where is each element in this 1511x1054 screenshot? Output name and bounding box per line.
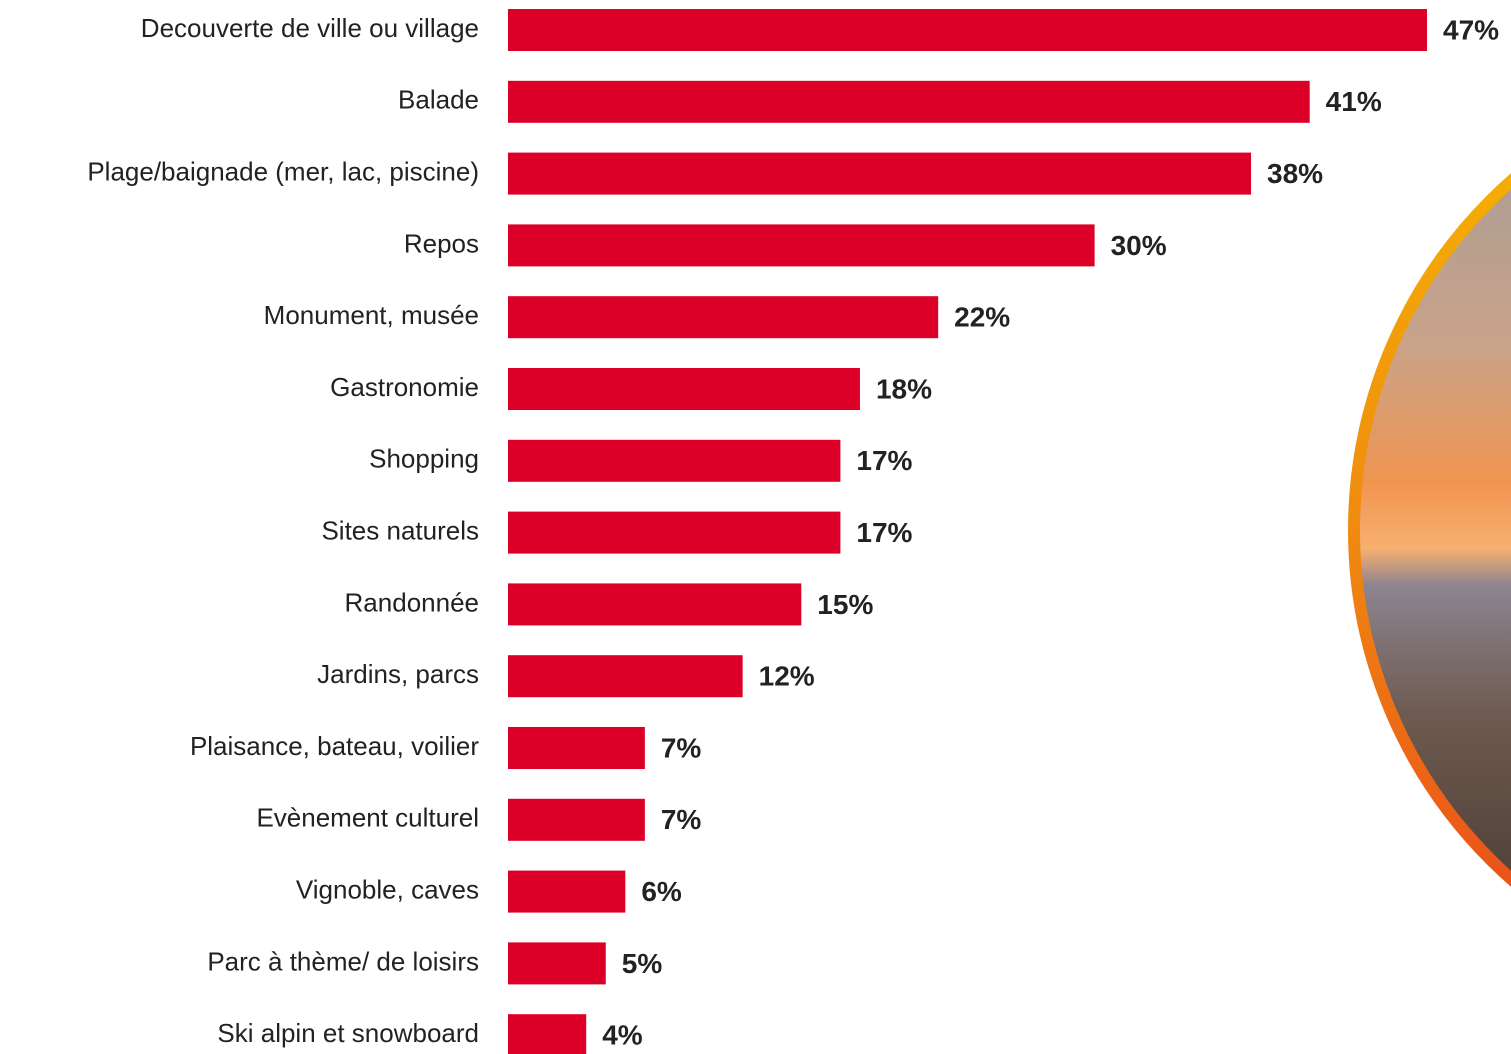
bar: [508, 9, 1427, 51]
category-label: Vignoble, caves: [296, 874, 479, 904]
bar: [508, 727, 645, 769]
bar: [508, 583, 802, 626]
value-label: 4%: [602, 1020, 643, 1051]
bar: [508, 152, 1252, 195]
category-label: Shopping: [369, 444, 479, 474]
category-label: Ski alpin et snowboard: [217, 1018, 479, 1048]
value-label: 41%: [1326, 86, 1382, 117]
value-label: 38%: [1267, 158, 1323, 189]
value-label: 17%: [856, 517, 912, 548]
bar: [508, 870, 626, 913]
value-label: 30%: [1111, 230, 1167, 261]
bar: [508, 798, 645, 841]
category-label: Parc à thème/ de loisirs: [207, 946, 479, 976]
value-label: 18%: [876, 373, 932, 404]
category-label: Plaisance, bateau, voilier: [190, 731, 479, 761]
category-label: Randonnée: [345, 587, 479, 617]
decorative-photo: [1348, 173, 1511, 887]
bar: [508, 511, 841, 554]
plot-area: Decouverte de ville ou village 47% Balade 4…: [87, 9, 1499, 1054]
value-label: 47%: [1443, 14, 1499, 45]
category-label: Repos: [404, 228, 479, 258]
bar: [508, 224, 1095, 267]
bar: [508, 439, 841, 482]
bar: [508, 942, 606, 985]
category-label: Balade: [398, 85, 479, 115]
bar: [508, 80, 1310, 123]
value-label: 12%: [759, 661, 815, 692]
category-label: Gastronomie: [330, 372, 479, 402]
bar: [508, 655, 743, 698]
value-label: 22%: [954, 302, 1010, 333]
value-label: 7%: [661, 732, 702, 763]
value-label: 15%: [817, 589, 873, 620]
category-label: Decouverte de ville ou village: [141, 13, 479, 43]
category-label: Plage/baignade (mer, lac, piscine): [87, 156, 479, 186]
category-label: Jardins, parcs: [317, 659, 479, 689]
category-label: Monument, musée: [264, 300, 479, 330]
bar: [508, 1014, 587, 1054]
bar: [508, 368, 860, 410]
category-label: Evènement culturel: [256, 803, 479, 833]
value-label: 7%: [661, 804, 702, 835]
value-label: 17%: [856, 445, 912, 476]
value-label: 6%: [641, 876, 682, 907]
category-label: Sites naturels: [321, 515, 479, 545]
bar: [508, 296, 939, 339]
value-label: 5%: [622, 948, 663, 979]
